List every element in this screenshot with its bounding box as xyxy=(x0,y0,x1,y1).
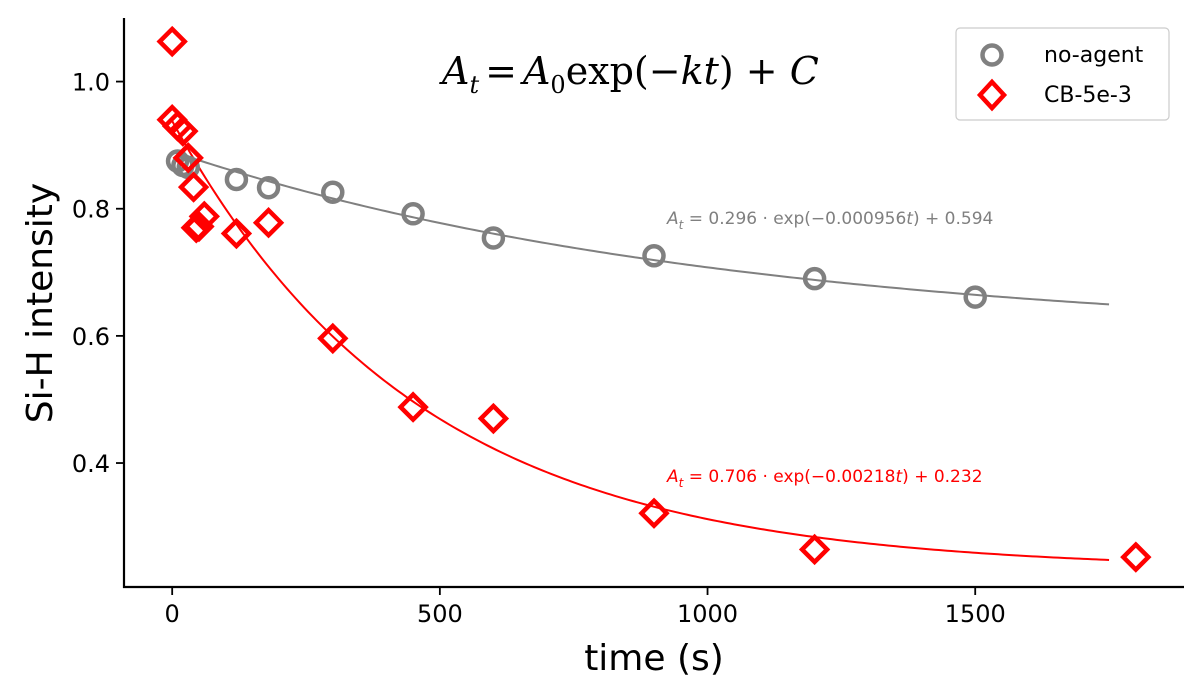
fit-equation-cb-5e-3: At = 0.706 · exp(−0.00218t) + 0.232 xyxy=(666,467,983,490)
data-point-no-agent xyxy=(642,244,666,268)
fit-curve-no-agent xyxy=(171,150,1110,306)
legend: no-agent CB-5e-3 xyxy=(955,27,1170,121)
data-point-no-agent xyxy=(224,167,249,192)
data-point-cb-5e-3 xyxy=(172,142,204,174)
data-point-no-agent xyxy=(481,226,506,250)
data-point-cb-5e-3 xyxy=(220,217,253,250)
y-tick-label: 0.6 xyxy=(72,323,110,351)
data-point-cb-5e-3 xyxy=(638,497,670,529)
data-point-no-agent xyxy=(321,180,345,204)
fit-equation-no-agent: At = 0.296 · exp(−0.000956t) + 0.594 xyxy=(666,209,993,232)
y-tick-label: 0.8 xyxy=(72,196,110,224)
main-equation: At = A0exp(−kt) + C xyxy=(439,49,819,99)
fit-curve-cb-5e-3 xyxy=(171,120,1110,561)
legend-marker-no-agent xyxy=(980,43,1004,67)
legend-frame xyxy=(955,27,1170,121)
legend-label-cb-5e-3: CB-5e-3 xyxy=(1044,83,1132,108)
legend-marker-cb-5e-3 xyxy=(976,78,1008,112)
y-axis-title: Si-H intensity xyxy=(20,183,61,423)
data-point-no-agent xyxy=(963,285,987,309)
x-axis-ticks: 0 500 1000 1500 xyxy=(165,587,1006,628)
data-point-cb-5e-3 xyxy=(477,402,510,435)
data-point-cb-5e-3 xyxy=(1120,541,1152,573)
data-point-cb-5e-3 xyxy=(177,171,210,203)
y-axis-ticks: 0.4 0.6 0.8 1.0 xyxy=(72,69,124,478)
data-point-cb-5e-3 xyxy=(156,25,188,58)
x-axis-title: time (s) xyxy=(584,638,724,679)
data-point-no-agent xyxy=(401,202,425,226)
x-tick-label: 0 xyxy=(165,600,180,628)
data-point-no-agent xyxy=(256,175,281,200)
y-tick-label: 0.4 xyxy=(72,450,110,478)
x-tick-label: 1500 xyxy=(945,600,1006,628)
data-point-cb-5e-3 xyxy=(252,207,285,239)
data-point-cb-5e-3 xyxy=(397,391,429,423)
legend-label-no-agent: no-agent xyxy=(1044,43,1144,68)
data-point-cb-5e-3 xyxy=(188,200,220,233)
plot-area xyxy=(156,25,1152,573)
x-tick-label: 500 xyxy=(417,600,463,628)
data-point-cb-5e-3 xyxy=(183,210,215,243)
x-tick-label: 1000 xyxy=(677,600,738,628)
data-point-cb-5e-3 xyxy=(317,322,349,355)
y-tick-label: 1.0 xyxy=(72,69,110,97)
data-point-cb-5e-3 xyxy=(798,533,831,566)
data-point-no-agent xyxy=(802,266,827,291)
data-point-cb-5e-3 xyxy=(167,115,199,147)
